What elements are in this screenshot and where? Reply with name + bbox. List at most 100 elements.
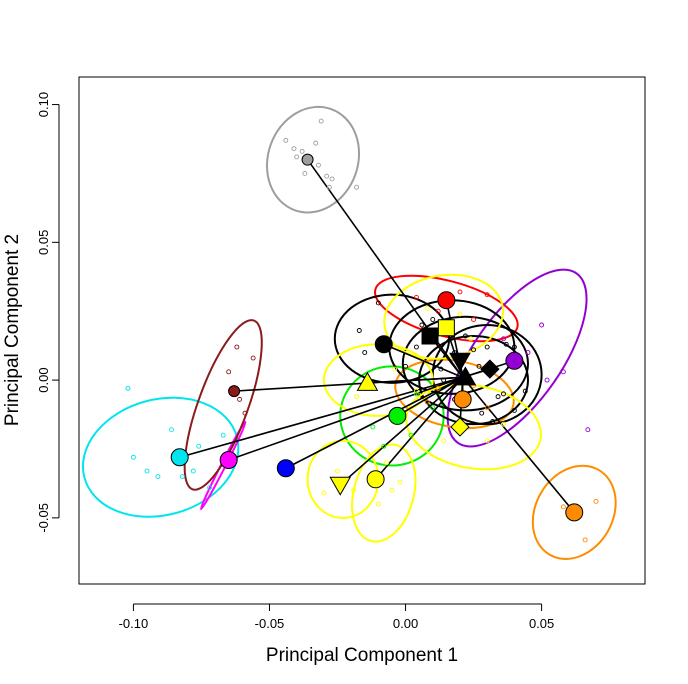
group-centroids <box>170 153 584 522</box>
sample-point <box>438 366 444 372</box>
sample-point <box>479 410 485 416</box>
sample-point <box>196 443 202 449</box>
sample-point <box>441 438 447 444</box>
sample-point <box>582 537 588 543</box>
y-tick-label: -0.05 <box>36 503 51 533</box>
sample-point <box>471 317 477 322</box>
centroid-link <box>339 376 464 486</box>
sample-point <box>484 292 490 298</box>
sample-point <box>381 443 387 449</box>
group-centroid <box>219 451 238 470</box>
y-axis-title: Principal Component 2 <box>2 234 23 426</box>
group-centroid <box>170 448 189 467</box>
x-tick-label: 0.05 <box>529 616 554 631</box>
sample-point <box>430 405 436 411</box>
y-axis: -0.05 0.00 0.05 0.10 <box>36 92 60 533</box>
sample-point <box>389 487 395 493</box>
group-centroid <box>454 366 477 386</box>
sample-point <box>356 328 362 333</box>
sample-point <box>539 322 545 328</box>
sample-point <box>495 394 501 400</box>
sample-point <box>190 468 196 474</box>
sample-point <box>234 344 240 350</box>
y-tick-label: 0.05 <box>36 230 51 255</box>
sample-point <box>484 438 490 444</box>
sample-point <box>283 137 289 143</box>
sample-point <box>413 344 419 350</box>
sample-point <box>585 427 591 433</box>
sample-point <box>397 479 403 485</box>
sample-point <box>457 311 463 317</box>
sample-point <box>476 363 482 369</box>
sample-point <box>560 369 566 375</box>
sample-point <box>441 377 447 383</box>
sample-point <box>335 468 340 474</box>
sample-point <box>130 454 136 460</box>
sample-point <box>392 366 398 372</box>
group-centroid <box>450 417 470 437</box>
sample-point <box>435 385 441 391</box>
sample-point <box>169 427 174 433</box>
group-centroid <box>437 291 456 310</box>
sample-point <box>430 317 436 322</box>
group-centroid <box>421 327 439 345</box>
sample-point <box>179 474 185 479</box>
sample-point <box>413 294 419 300</box>
centroid-link <box>396 376 464 417</box>
sample-point <box>321 490 327 496</box>
group-centroid <box>480 359 500 379</box>
group-ellipse <box>265 105 361 214</box>
sample-point <box>302 170 308 176</box>
sample-point <box>250 355 256 361</box>
y-tick-label: 0.10 <box>36 92 51 117</box>
x-tick-label: 0.00 <box>393 616 418 631</box>
sample-point <box>511 344 517 350</box>
group-centroid <box>366 470 385 489</box>
sample-point <box>299 148 305 154</box>
sample-point <box>457 289 463 295</box>
group-centroid <box>374 335 393 354</box>
sample-point <box>560 504 566 510</box>
sample-point <box>503 341 509 347</box>
sample-point <box>435 308 441 314</box>
y-tick-label: 0.00 <box>36 367 51 392</box>
sample-point <box>375 501 381 507</box>
group-centroid <box>356 371 379 391</box>
centroid-link <box>462 376 575 513</box>
sample-point <box>471 347 477 353</box>
sample-point <box>501 336 506 342</box>
group-centroid <box>453 390 472 409</box>
sample-point <box>125 385 131 391</box>
sample-point <box>484 344 490 350</box>
sample-point <box>316 162 321 168</box>
sample-point <box>354 394 360 400</box>
sample-point <box>329 176 335 182</box>
sample-point <box>484 405 490 411</box>
sample-point <box>501 421 506 427</box>
sample-point <box>384 460 389 466</box>
x-tick-label: -0.05 <box>255 616 285 631</box>
sample-points <box>125 118 599 543</box>
sample-point <box>424 399 430 405</box>
centroid-link <box>374 376 464 480</box>
sample-point <box>370 424 376 430</box>
plot-frame <box>78 76 646 585</box>
centroid-link <box>367 376 463 384</box>
sample-point <box>226 369 232 375</box>
sample-point <box>362 350 368 355</box>
sample-point <box>237 396 242 402</box>
group-centroid <box>565 503 584 522</box>
sample-point <box>318 118 324 124</box>
sample-point <box>351 487 357 493</box>
group-centroid <box>329 476 352 496</box>
sample-point <box>403 363 408 369</box>
group-ellipse <box>405 383 542 471</box>
group-ellipse <box>183 319 263 491</box>
centroid-link <box>383 343 463 379</box>
x-axis-title: Principal Component 1 <box>266 645 458 666</box>
sample-point <box>490 418 496 424</box>
sample-point <box>144 468 150 474</box>
sample-point <box>220 432 226 438</box>
sample-point <box>522 388 528 394</box>
sample-point <box>419 322 425 328</box>
